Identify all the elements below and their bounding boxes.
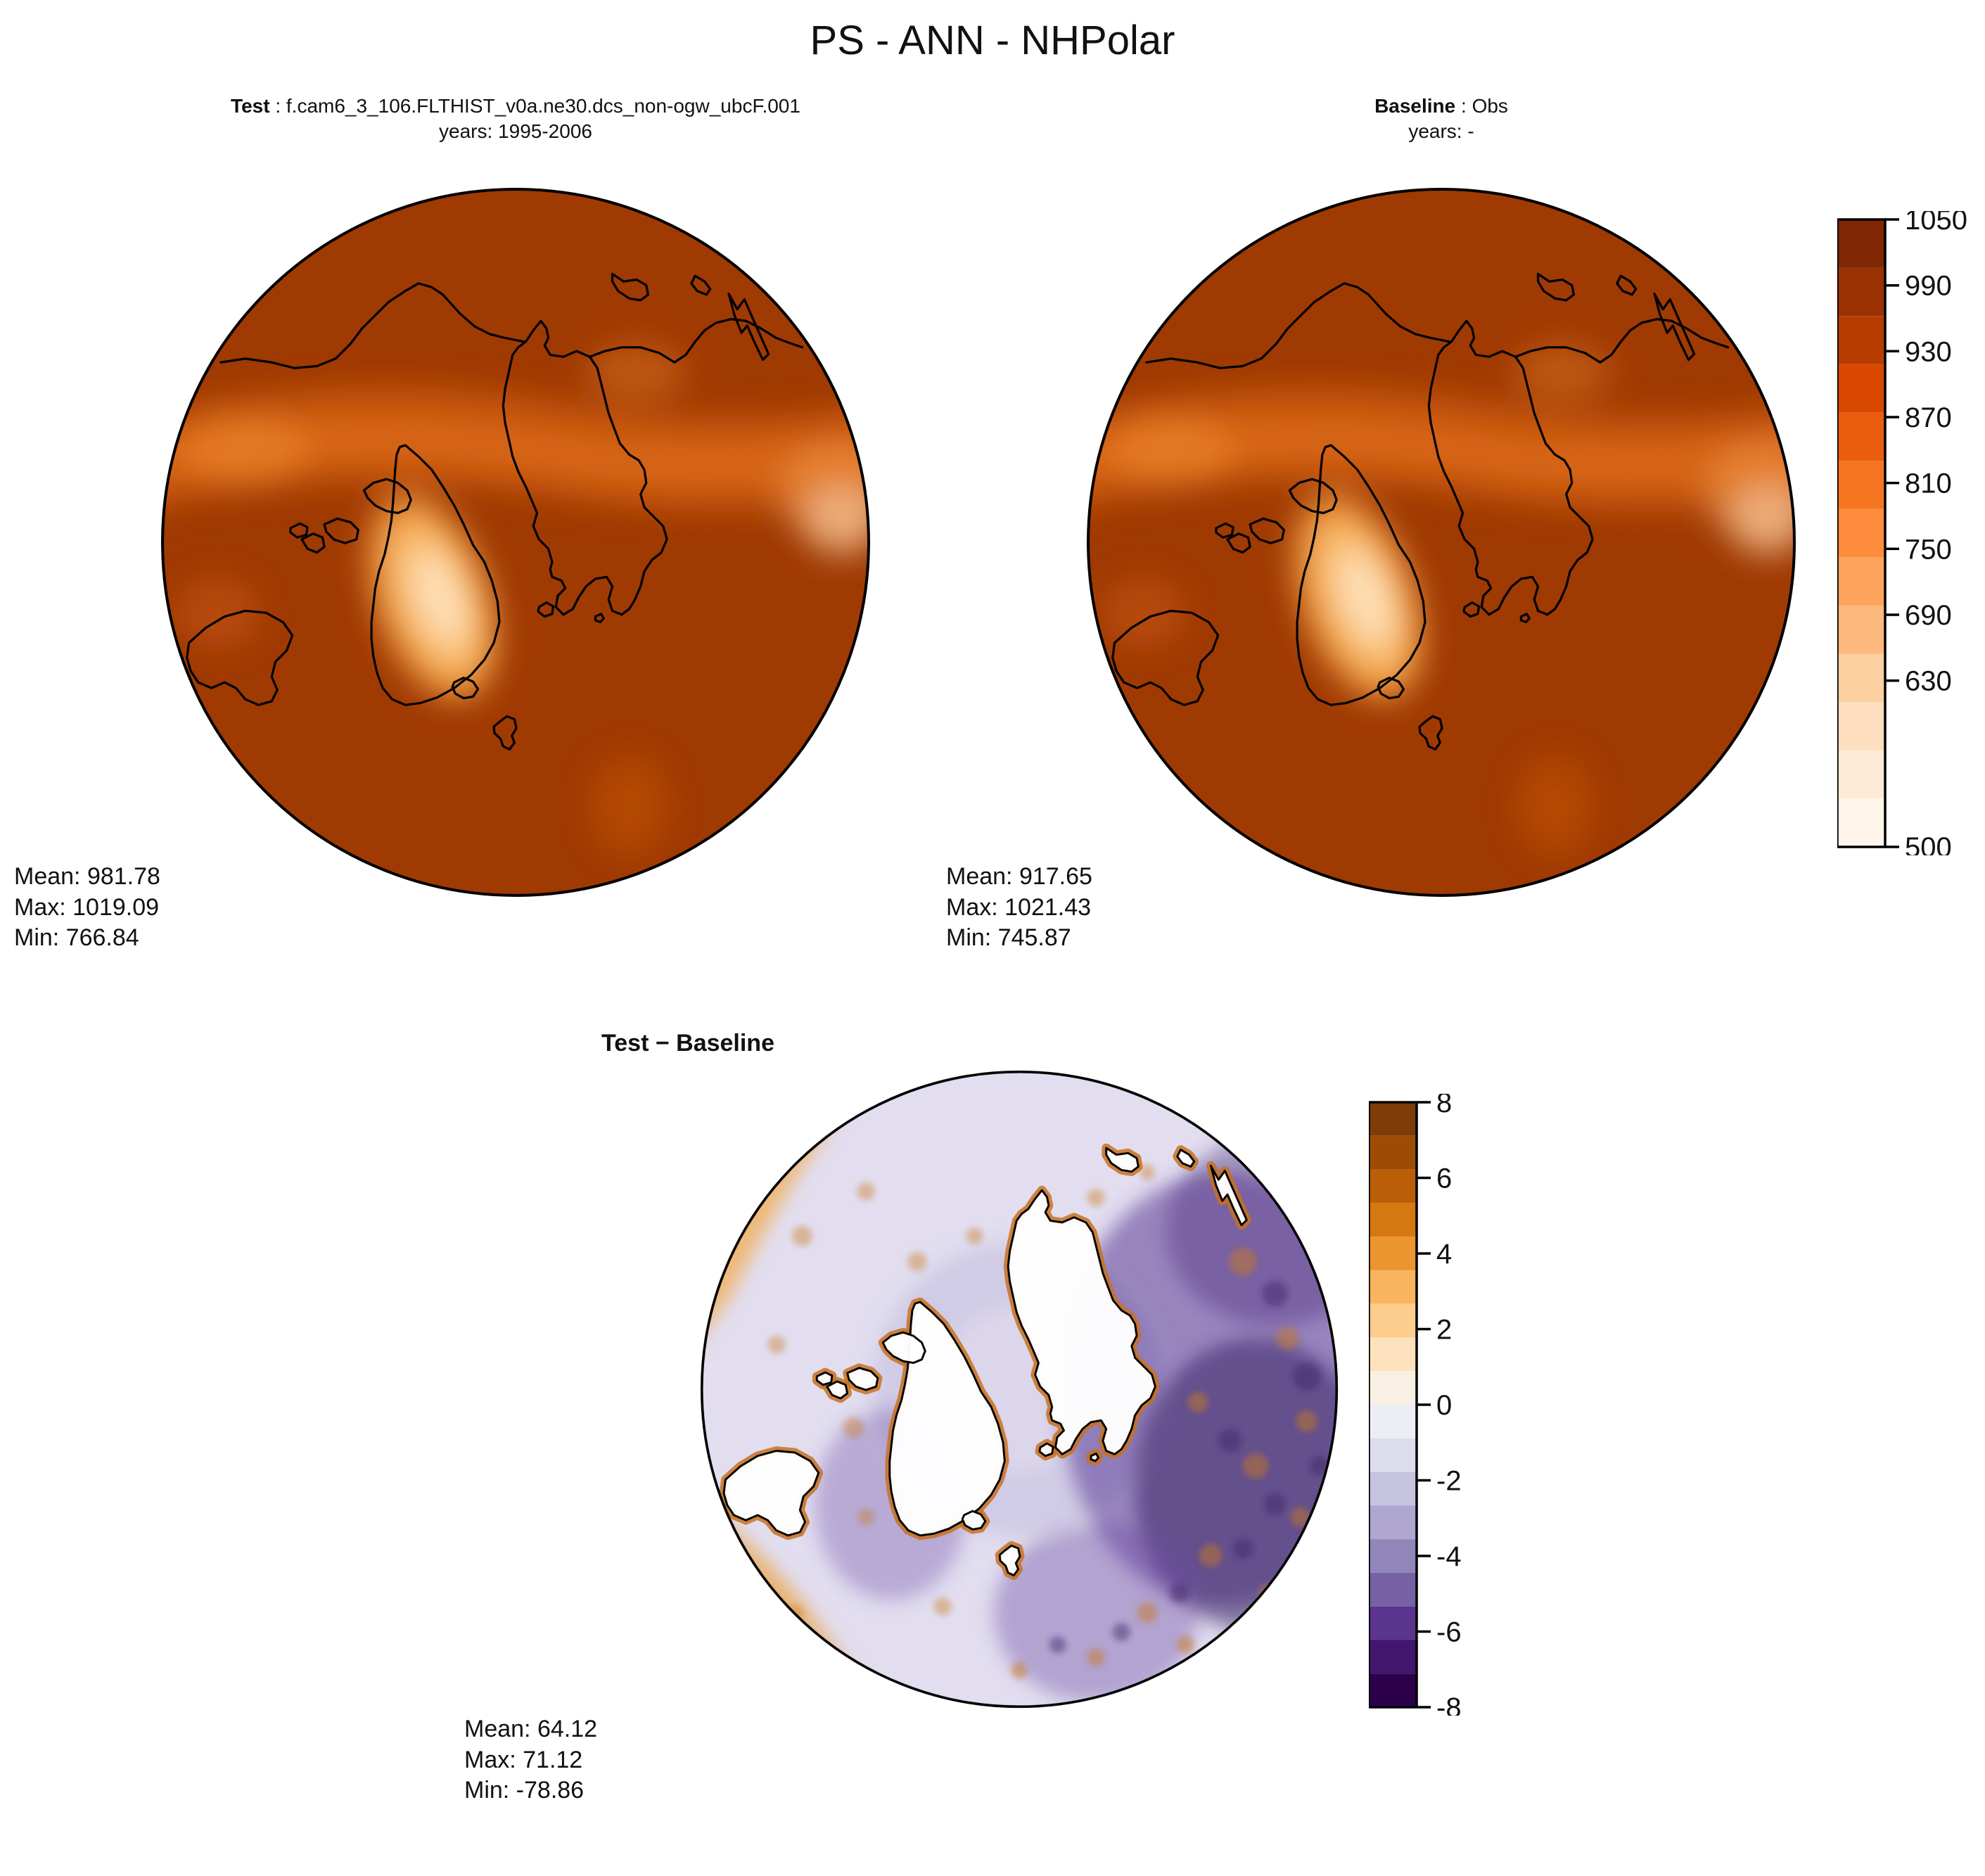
svg-text:0: 0: [1436, 1390, 1452, 1421]
svg-text:-2: -2: [1436, 1466, 1462, 1497]
svg-text:-8: -8: [1436, 1692, 1462, 1716]
svg-text:930: 930: [1905, 336, 1952, 367]
svg-text:870: 870: [1905, 402, 1952, 433]
svg-text:8: 8: [1436, 1094, 1452, 1118]
svg-text:-6: -6: [1436, 1617, 1462, 1648]
svg-text:500: 500: [1905, 832, 1952, 855]
svg-text:750: 750: [1905, 534, 1952, 565]
svg-text:6: 6: [1436, 1163, 1452, 1194]
svg-text:1050: 1050: [1905, 211, 1967, 236]
svg-text:690: 690: [1905, 600, 1952, 631]
svg-text:2: 2: [1436, 1315, 1452, 1346]
svg-text:-4: -4: [1436, 1541, 1462, 1572]
svg-text:4: 4: [1436, 1239, 1452, 1270]
svg-text:810: 810: [1905, 468, 1952, 499]
svg-text:990: 990: [1905, 271, 1952, 302]
svg-text:630: 630: [1905, 666, 1952, 697]
